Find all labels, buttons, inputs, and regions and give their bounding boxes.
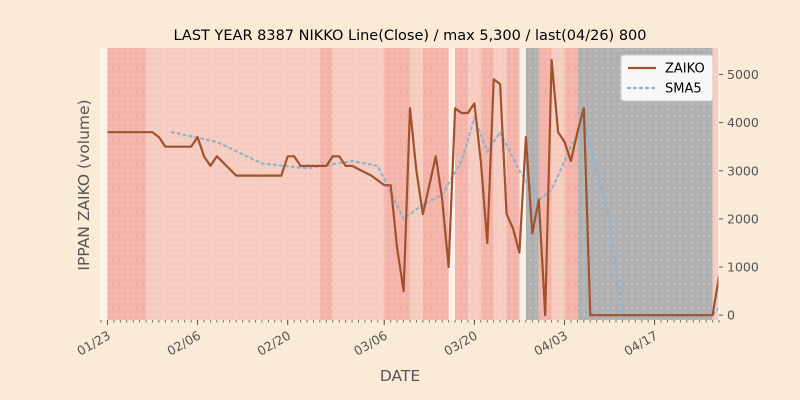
y-axis-label: IPPAN ZAIKO (volume) <box>75 99 93 270</box>
x-tick-label: 04/03 <box>531 328 570 359</box>
x-axis-label: DATE <box>380 367 420 385</box>
y-tick-label: 2000 <box>727 211 759 226</box>
y-tick-label: 1000 <box>727 260 759 275</box>
legend: ZAIKO SMA5 <box>620 54 714 102</box>
axes <box>100 48 720 320</box>
x-tick-label: 03/06 <box>351 328 390 359</box>
chart-title: LAST YEAR 8387 NIKKO Line(Close) / max 5… <box>174 28 647 44</box>
legend-box <box>620 54 714 102</box>
legend-label: ZAIKO <box>665 62 705 77</box>
x-tick-label: 02/06 <box>164 328 203 359</box>
shaded-bands <box>101 48 719 320</box>
y-tick-label: 4000 <box>727 115 759 130</box>
x-tick-label: 03/20 <box>441 328 480 359</box>
series-line-zaiko <box>107 58 719 317</box>
series-lines <box>107 58 719 317</box>
x-tick-label: 02/20 <box>254 328 293 359</box>
legend-label: SMA5 <box>665 82 702 97</box>
series-line-sma5 <box>170 116 719 317</box>
x-tick-label: 04/17 <box>621 328 660 359</box>
y-tick-label: 5000 <box>727 67 759 82</box>
y-tick-label: 3000 <box>727 163 759 178</box>
x-tick-label: 01/23 <box>74 328 113 359</box>
y-tick-label: 0 <box>727 308 735 323</box>
